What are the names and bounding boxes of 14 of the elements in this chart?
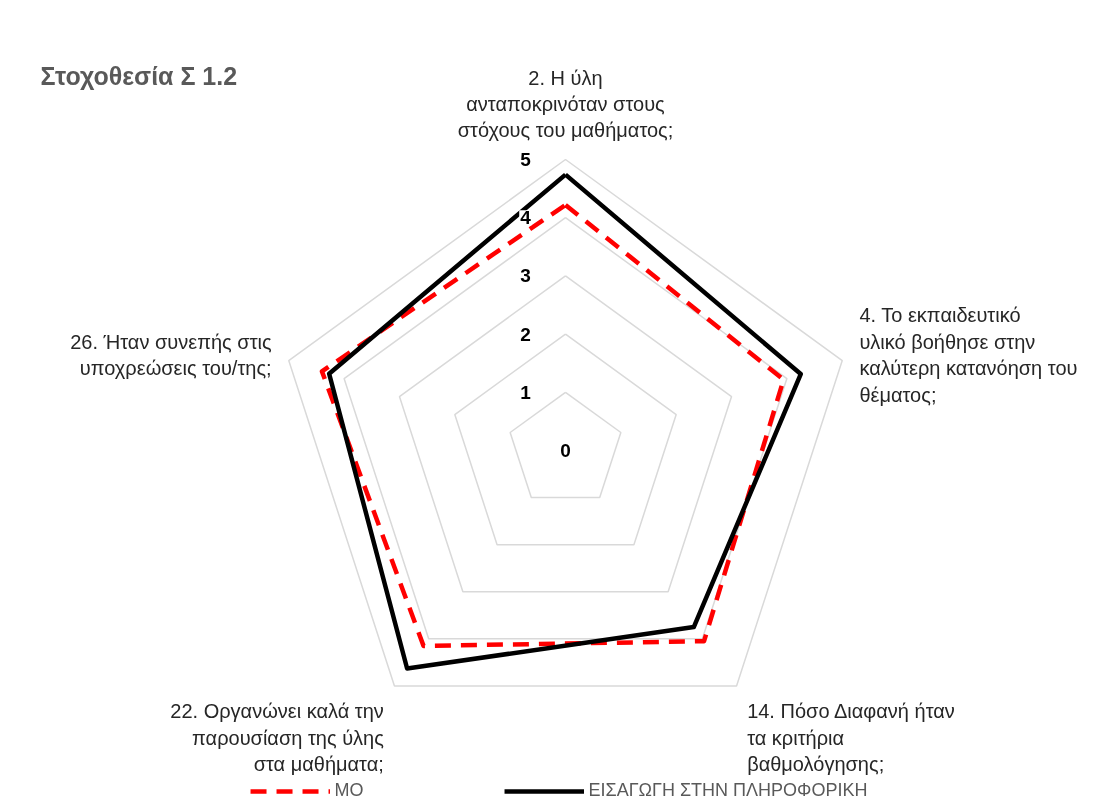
spoke-label: 26. Ήταν συνεπής στις υποχρεώσεις του/της; (70, 330, 272, 380)
spoke-label: 14. Πόσο Διαφανή ήταν τα κριτήρια βαθμολόγησης; (747, 700, 955, 776)
y-tick-label: 4 (520, 207, 532, 229)
y-tick-label: 3 (520, 265, 531, 287)
spoke-label: 2. Η ύλη ανταποκρινόταν στους στόχους του μαθήματος; (457, 66, 674, 142)
legend-label: ΕΙΣΑΓΩΓΗ ΣΤΗΝ ΠΛΗΡΟΦΟΡΙΚΗ (588, 780, 868, 801)
spoke-label: 4. Το εκπαιδευτικό υλικό βοήθησε στην καλύτερη κατανόηση του θέματος; (859, 304, 1078, 406)
chart-title: Στοχοθεσία Σ 1.2 (40, 61, 238, 90)
y-tick-label: 0 (560, 440, 571, 461)
y-tick-label: 1 (520, 381, 532, 403)
spoke-label: 22. Οργανώνει καλά την παρουσίαση της ύλης στα μαθήματα; (170, 700, 385, 776)
y-tick-label: 2 (520, 323, 531, 345)
legend-label: ΜΟ (334, 780, 364, 801)
y-tick-label: 5 (520, 149, 532, 170)
